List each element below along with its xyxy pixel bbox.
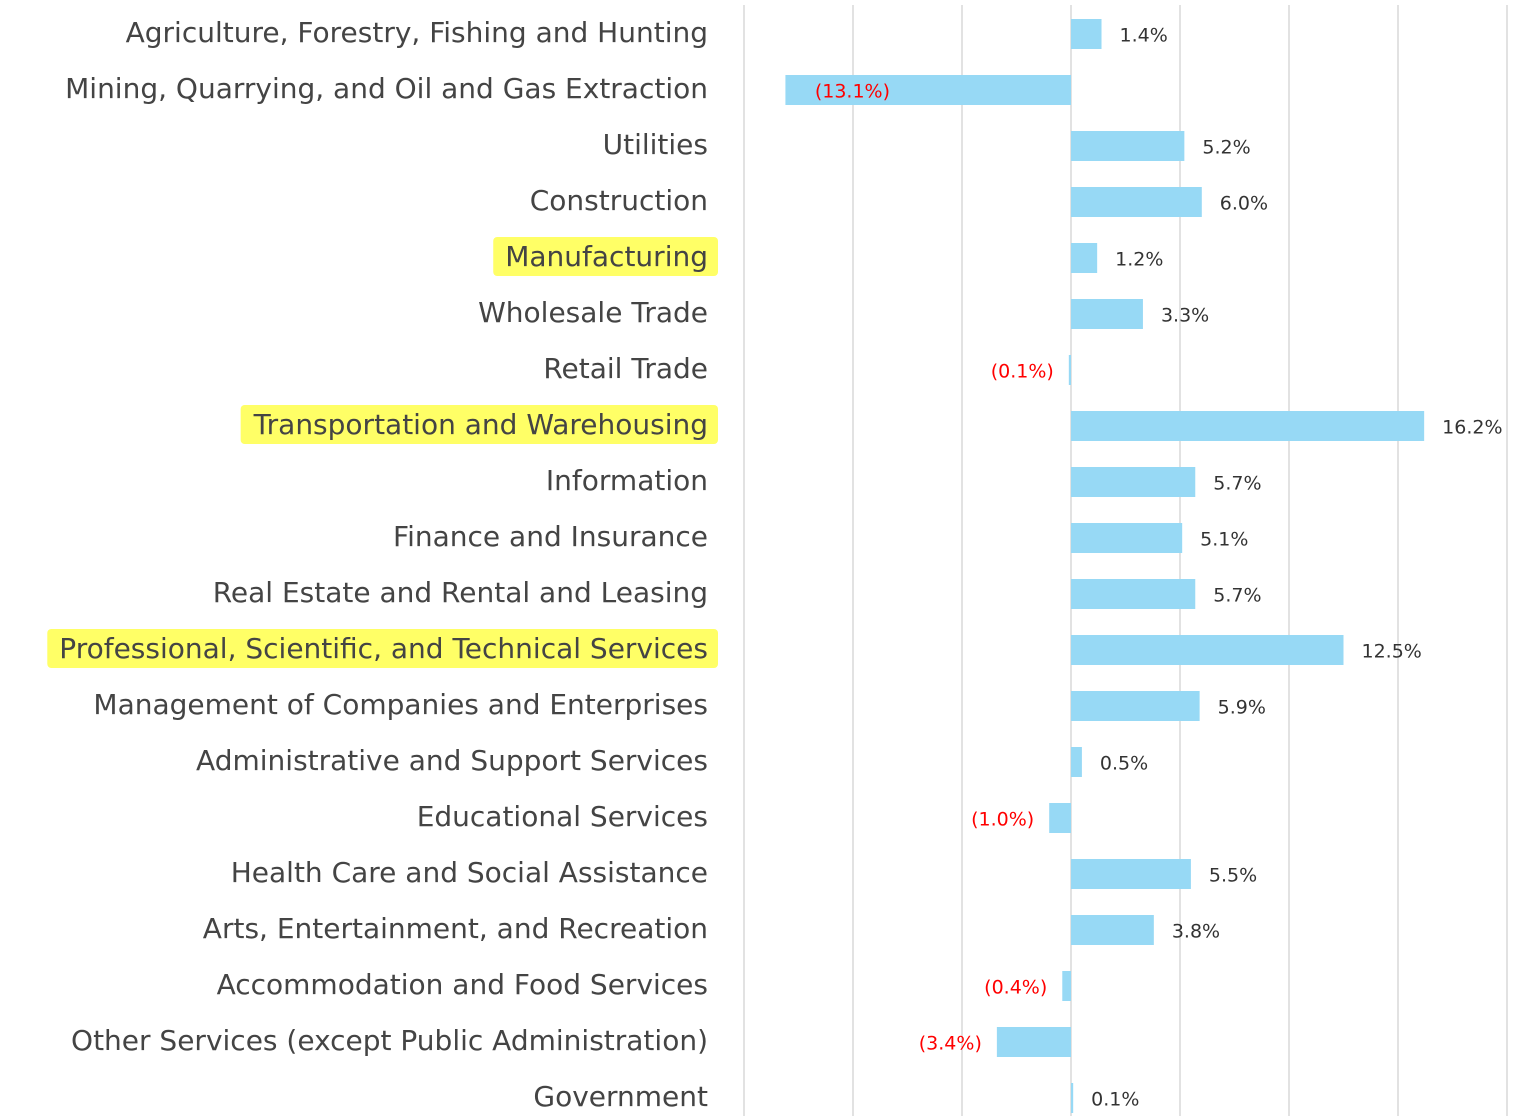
value-label: 5.1% (1200, 529, 1248, 551)
category-label: Accommodation and Food Services (217, 968, 708, 1001)
bar (1071, 747, 1082, 777)
bar (1068, 355, 1071, 385)
category-label: Arts, Entertainment, and Recreation (203, 912, 708, 945)
category-label: Mining, Quarrying, and Oil and Gas Extra… (65, 72, 708, 105)
category-label: Management of Companies and Enterprises (93, 688, 708, 721)
value-label: 5.5% (1209, 865, 1257, 887)
bar (1071, 579, 1196, 609)
value-label: 5.2% (1202, 137, 1250, 159)
bar (1071, 19, 1102, 49)
category-label: Real Estate and Rental and Leasing (213, 576, 708, 609)
value-label: 1.2% (1115, 249, 1163, 271)
category-label: Retail Trade (543, 352, 708, 385)
bar (1071, 1083, 1074, 1113)
highlights (47, 237, 718, 668)
value-label: 5.9% (1218, 697, 1266, 719)
bar (1071, 467, 1196, 497)
value-label: (0.1%) (991, 361, 1054, 383)
bar (1071, 859, 1191, 889)
category-label: Information (546, 464, 708, 497)
value-label: 1.4% (1120, 25, 1168, 47)
bar (1071, 243, 1098, 273)
bar (1071, 411, 1425, 441)
value-label: 16.2% (1442, 417, 1502, 439)
bar (1071, 691, 1200, 721)
bar (1071, 523, 1183, 553)
highlight (240, 405, 718, 444)
bar (1071, 635, 1344, 665)
bar (996, 1027, 1071, 1057)
category-label: Finance and Insurance (393, 520, 708, 553)
bar (785, 75, 1071, 105)
category-label: Wholesale Trade (478, 296, 708, 329)
category-label: Administrative and Support Services (196, 744, 708, 777)
value-label: 0.5% (1100, 753, 1148, 775)
bar (1071, 299, 1143, 329)
value-label: 12.5% (1362, 641, 1422, 663)
value-label: 3.3% (1161, 305, 1209, 327)
value-label: 6.0% (1220, 193, 1268, 215)
category-label: Transportation and Warehousing (253, 408, 708, 441)
category-label: Other Services (except Public Administra… (71, 1024, 708, 1057)
value-label: (13.1%) (815, 81, 890, 103)
category-label: Utilities (603, 128, 708, 161)
category-label: Government (533, 1080, 708, 1113)
category-label: Health Care and Social Assistance (231, 856, 708, 889)
bar (1071, 915, 1154, 945)
bar (1062, 971, 1071, 1001)
category-label: Manufacturing (505, 240, 708, 273)
bar (1071, 187, 1202, 217)
highlight (47, 629, 718, 668)
category-label: Construction (530, 184, 708, 217)
value-label: 3.8% (1172, 921, 1220, 943)
bar (1071, 131, 1185, 161)
value-label: (1.0%) (971, 809, 1034, 831)
value-label: 0.1% (1091, 1089, 1139, 1111)
category-label: Educational Services (417, 800, 708, 833)
value-label: (3.4%) (919, 1033, 982, 1055)
value-label: 5.7% (1213, 473, 1261, 495)
category-label: Agriculture, Forestry, Fishing and Hunti… (126, 16, 708, 49)
category-label: Professional, Scientific, and Technical … (59, 632, 708, 665)
value-label: 5.7% (1213, 585, 1261, 607)
bar (1049, 803, 1071, 833)
highlight (493, 237, 718, 276)
value-label: (0.4%) (984, 977, 1047, 999)
